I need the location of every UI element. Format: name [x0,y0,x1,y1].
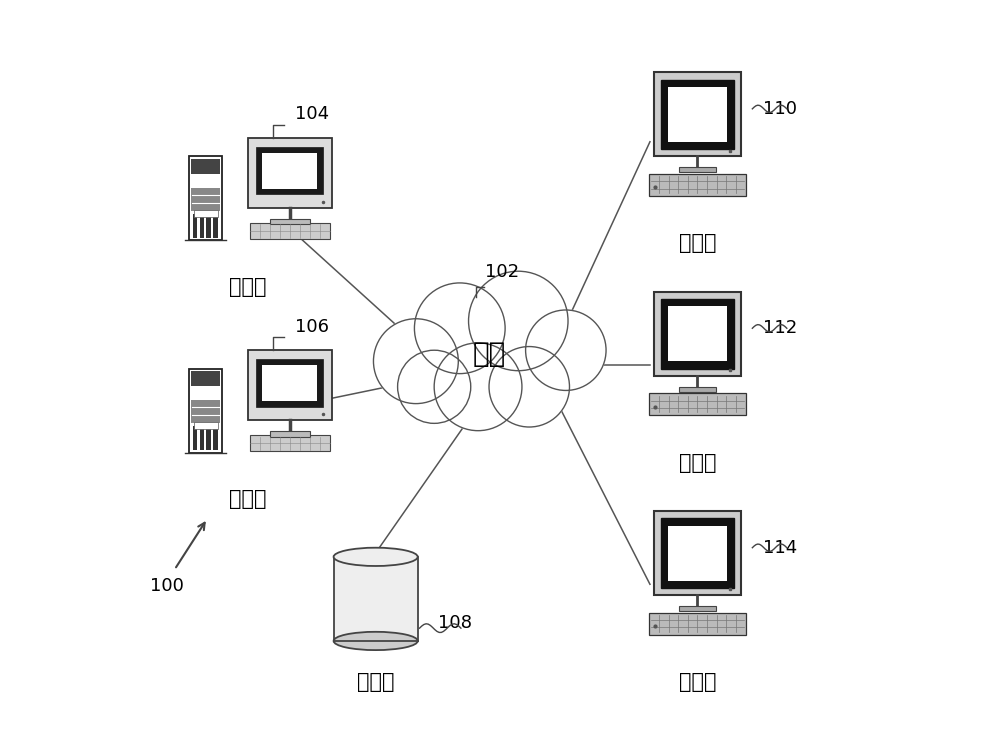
FancyBboxPatch shape [270,219,310,224]
FancyBboxPatch shape [250,435,330,451]
FancyBboxPatch shape [661,299,734,368]
Text: 102: 102 [485,262,519,281]
FancyBboxPatch shape [193,214,197,237]
FancyBboxPatch shape [191,399,220,423]
Text: 104: 104 [295,105,329,124]
Circle shape [373,319,458,404]
Ellipse shape [334,632,418,650]
FancyBboxPatch shape [250,223,330,239]
Text: 114: 114 [763,539,798,556]
FancyBboxPatch shape [189,368,222,453]
FancyBboxPatch shape [206,426,211,450]
Text: 存储器: 存储器 [357,672,394,692]
FancyBboxPatch shape [668,87,727,142]
Text: 106: 106 [295,318,329,335]
FancyBboxPatch shape [679,607,716,611]
FancyBboxPatch shape [654,72,741,156]
FancyBboxPatch shape [262,365,317,401]
FancyBboxPatch shape [661,518,734,588]
Text: 客户端: 客户端 [679,233,716,254]
Circle shape [398,350,471,423]
FancyBboxPatch shape [213,426,218,450]
FancyBboxPatch shape [679,167,716,172]
Text: 112: 112 [763,319,798,338]
FancyBboxPatch shape [200,426,204,450]
FancyBboxPatch shape [193,426,197,450]
FancyBboxPatch shape [649,612,746,635]
FancyBboxPatch shape [189,156,222,240]
FancyBboxPatch shape [191,371,220,386]
Text: 服务器: 服务器 [229,489,266,509]
FancyBboxPatch shape [654,292,741,376]
Circle shape [469,271,568,371]
FancyBboxPatch shape [262,153,317,189]
Ellipse shape [334,548,418,566]
FancyBboxPatch shape [248,350,332,419]
FancyBboxPatch shape [679,387,716,392]
FancyBboxPatch shape [194,422,218,430]
Circle shape [489,346,569,427]
Text: 服务器: 服务器 [229,277,266,297]
Circle shape [526,310,606,391]
FancyBboxPatch shape [191,187,220,211]
FancyBboxPatch shape [668,307,727,361]
Text: 客户端: 客户端 [679,453,716,472]
Text: 108: 108 [438,614,472,632]
FancyBboxPatch shape [654,511,741,595]
Text: 客户端: 客户端 [679,672,716,692]
FancyBboxPatch shape [661,80,734,149]
FancyBboxPatch shape [256,147,323,195]
FancyBboxPatch shape [200,214,204,237]
Text: 100: 100 [150,577,184,595]
FancyBboxPatch shape [191,158,220,174]
FancyBboxPatch shape [649,394,746,416]
Circle shape [414,283,505,374]
FancyBboxPatch shape [649,174,746,196]
FancyBboxPatch shape [270,430,310,436]
FancyBboxPatch shape [213,214,218,237]
FancyBboxPatch shape [668,525,727,581]
Text: 110: 110 [763,99,797,118]
FancyBboxPatch shape [248,138,332,208]
FancyBboxPatch shape [334,557,418,641]
FancyBboxPatch shape [256,359,323,407]
FancyBboxPatch shape [206,214,211,237]
Text: 网络: 网络 [472,340,506,368]
FancyBboxPatch shape [194,210,218,217]
Circle shape [434,343,522,430]
